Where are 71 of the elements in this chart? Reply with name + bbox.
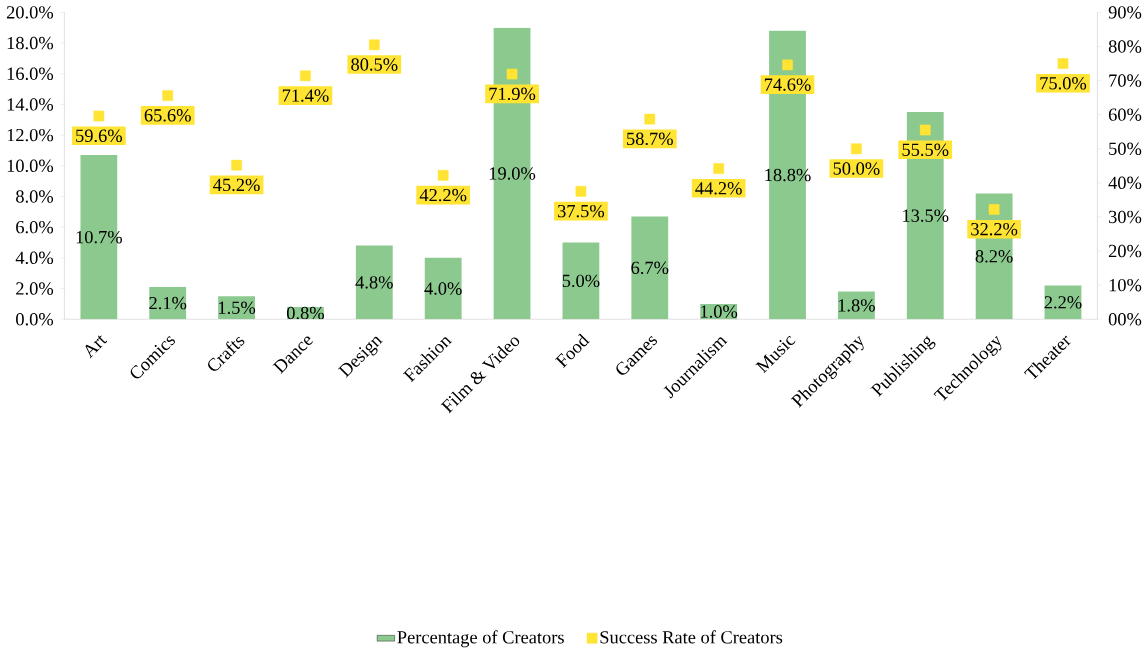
data-label: 55.5% [902,143,949,156]
data-label: 2.2% [1044,296,1082,309]
data-label: 1.8% [838,299,875,312]
point [1057,58,1069,69]
data-label: 8.2% [975,250,1013,263]
point [782,59,793,71]
y-tick-label: 14.0% [7,98,54,111]
y-tick-label: 10.0% [7,159,54,172]
y2-tick-label: 70% [1109,74,1142,87]
y-tick-label: 4.0% [15,251,54,265]
y-tick-label: 8.0% [16,190,54,203]
data-label: 75.0% [1040,76,1087,90]
point [93,110,105,122]
legend-label: Success Rate of Creators [600,630,783,644]
y2-tick-label: 80% [1108,40,1142,53]
data-label: 74.6% [764,78,811,91]
bar [1044,285,1082,320]
x-tick-label: Art [85,335,108,359]
point [851,143,862,155]
data-label: 80.5% [351,58,398,71]
data-label: 0.8% [286,306,324,320]
bar [631,216,669,320]
point [437,169,449,181]
point [368,39,380,51]
y2-tick-label: 20% [1108,244,1142,258]
point [506,68,518,80]
point [162,90,174,101]
point [713,163,724,174]
y2-tick-label: 50% [1109,142,1142,155]
point [644,113,656,125]
data-label: 4.8% [355,276,393,289]
data-label: 5.0% [562,274,600,288]
y-tick-label: 18.0% [7,36,54,50]
point [919,124,931,136]
data-label: 44.2% [695,181,742,195]
point [231,159,242,171]
y2-tick-label: 30% [1109,210,1142,224]
point [988,204,1000,215]
point [575,185,587,197]
data-label: 32.2% [971,222,1018,236]
data-label: 71.4% [282,89,329,102]
data-label: 42.2% [419,188,467,202]
y-tick-label: 16.0% [7,67,54,80]
legend-label: Percentage of Creators [397,630,564,648]
bar [562,242,600,320]
data-label: 58.7% [627,132,673,146]
y-tick-label: 2.0% [16,282,54,295]
y-tick-label: 20.0% [6,6,54,19]
y-tick-label: 0.0% [16,312,54,326]
data-label: 4.0% [424,282,462,295]
data-label: 2.1% [149,296,187,310]
y-tick-label: 6.0% [16,220,54,234]
y2-tick-label: 10% [1109,278,1142,292]
bar [149,286,187,320]
data-label: 1.5% [219,301,256,314]
data-label: 1.0% [701,305,738,318]
bar [355,245,393,320]
point [300,70,311,82]
data-label: 45.2% [213,178,260,192]
data-label: 50.0% [833,162,880,175]
y2-tick-label: 40% [1108,176,1142,190]
data-label: 6.7% [631,261,669,274]
data-label: 71.9% [489,87,536,101]
bar [424,257,462,320]
y2-tick-label: 60% [1108,108,1142,121]
data-label: 37.5% [558,204,605,218]
y-tick-label: 12.0% [7,128,54,142]
y2-tick-label: 90% [1108,6,1142,19]
data-label: 59.6% [76,129,122,142]
y2-tick-label: 00% [1108,312,1142,326]
data-label: 65.6% [144,109,191,122]
